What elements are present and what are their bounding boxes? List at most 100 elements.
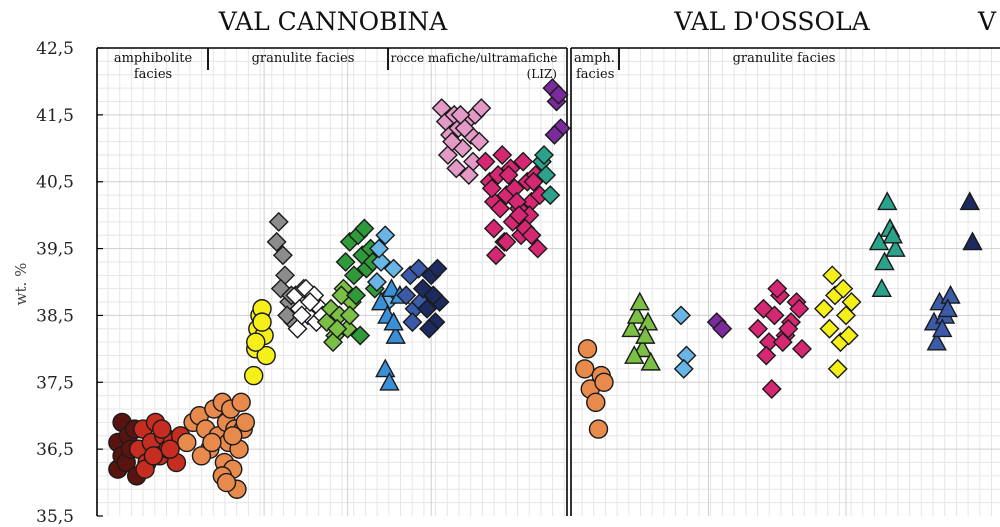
data-point-0-10-3 — [408, 258, 429, 279]
data-point-1-0-4 — [577, 339, 598, 359]
data-point-0-9-5 — [375, 358, 396, 378]
facies-label-amph-2: facies — [576, 67, 614, 82]
y-tick-label: 42,5 — [36, 39, 74, 59]
data-point-0-10-0 — [396, 285, 417, 306]
data-point-0-7-9 — [354, 218, 375, 239]
data-point-0-13-29 — [521, 225, 542, 246]
data-point-0-4-7 — [266, 231, 287, 252]
data-point-0-7-0 — [335, 251, 356, 272]
data-point-0-1-12 — [143, 446, 164, 466]
data-point-0-5-11 — [291, 305, 312, 326]
y-axis-label: wt. % — [12, 263, 30, 306]
data-point-0-13-0 — [475, 151, 496, 172]
panel-title-val-dossola: VAL D'OSSOLA — [673, 7, 870, 36]
data-point-1-5-7 — [833, 278, 854, 299]
data-point-1-6-4 — [871, 278, 892, 298]
data-point-1-0-2 — [586, 392, 606, 413]
data-point-1-6-1 — [874, 251, 895, 271]
data-point-0-2-16 — [231, 392, 251, 413]
facies-label-amphibolite: amphibolite — [114, 51, 193, 66]
data-point-0-11-5 — [419, 318, 440, 339]
facies-label-amph: amph. — [574, 51, 615, 66]
data-point-0-9-7 — [379, 371, 400, 391]
data-point-1-4-10 — [767, 278, 788, 299]
data-point-1-5-1 — [819, 318, 840, 339]
data-point-1-1-4 — [624, 345, 645, 364]
data-point-1-6-3 — [885, 238, 906, 257]
y-tick-label: 39,5 — [36, 240, 74, 260]
data-point-0-11-1 — [417, 298, 438, 319]
data-point-0-7-2 — [343, 265, 364, 286]
data-point-0-2-23 — [216, 472, 237, 493]
data-point-0-12-12 — [454, 118, 475, 139]
data-point-1-4-9 — [756, 345, 777, 366]
data-point-0-14-2 — [540, 185, 561, 206]
data-point-1-5-6 — [822, 265, 843, 286]
data-point-0-12-11 — [446, 158, 467, 179]
data-point-0-12-15 — [442, 131, 463, 152]
facies-label-amphibolite-2: facies — [134, 67, 172, 82]
data-point-1-1-1 — [626, 304, 648, 324]
data-point-0-3-6 — [256, 345, 276, 366]
data-point-0-3-8 — [252, 312, 272, 332]
data-point-0-6-9 — [339, 305, 360, 326]
data-point-1-5-8 — [827, 358, 848, 379]
data-point-0-8-5 — [369, 238, 389, 259]
data-point-1-5-0 — [814, 298, 834, 319]
data-point-0-4-0 — [268, 211, 289, 232]
data-point-0-3-0 — [243, 365, 264, 386]
data-point-0-15-4 — [548, 84, 569, 105]
facies-label-granulite: granulite facies — [252, 51, 355, 66]
data-point-0-3-7 — [246, 332, 266, 352]
data-point-0-5-12 — [300, 292, 321, 313]
data-point-0-1-14 — [160, 439, 180, 459]
marker-layer — [108, 78, 983, 499]
data-point-0-13-22 — [498, 165, 519, 186]
data-point-0-13-21 — [490, 198, 511, 219]
data-point-0-7-11 — [350, 325, 371, 346]
data-point-0-15-3 — [544, 124, 565, 145]
data-point-1-1-0 — [621, 318, 642, 338]
y-tick-label: 40,5 — [36, 173, 74, 193]
data-point-0-12-17 — [458, 165, 479, 186]
data-point-1-4-8 — [792, 338, 812, 359]
data-point-0-4-6 — [277, 305, 298, 326]
data-point-0-13-4 — [492, 144, 513, 165]
panel-title-val-cannobina: VAL CANNOBINA — [218, 7, 449, 36]
y-tick-label: 37,5 — [36, 373, 74, 393]
data-point-0-2-0 — [177, 432, 197, 453]
data-point-1-6-6 — [877, 191, 898, 211]
y-tick-label: 38,5 — [36, 306, 74, 326]
data-point-0-9-0 — [370, 291, 392, 311]
data-point-0-8-1 — [371, 251, 392, 272]
data-point-0-13-20 — [481, 178, 502, 199]
data-point-1-2-2 — [673, 358, 694, 379]
data-point-1-4-3 — [764, 305, 785, 326]
data-point-1-8-1 — [962, 231, 983, 251]
data-point-1-1-7 — [640, 351, 661, 371]
data-point-0-13-14 — [485, 245, 506, 266]
data-point-1-0-0 — [575, 359, 595, 379]
data-point-0-14-3 — [534, 144, 555, 165]
data-point-1-7-6 — [932, 318, 953, 338]
y-tick-label: 35,5 — [36, 507, 74, 527]
data-point-1-2-0 — [671, 305, 691, 326]
data-point-1-4-0 — [748, 318, 768, 339]
data-point-0-1-13 — [152, 419, 172, 439]
data-point-0-13-9 — [513, 151, 534, 172]
data-point-1-1-3 — [637, 311, 659, 331]
data-point-1-6-5 — [882, 224, 903, 244]
data-point-1-7-3 — [940, 284, 961, 304]
data-point-1-0-6 — [594, 372, 614, 392]
data-point-0-14-1 — [536, 165, 557, 186]
data-point-0-12-9 — [469, 131, 490, 152]
facies-label-mafiche: rocce mafiche/ultramafiche — [391, 51, 558, 65]
data-point-0-13-19 — [527, 238, 548, 259]
data-point-0-2-22 — [235, 412, 256, 433]
data-point-0-9-6 — [383, 311, 404, 331]
data-point-1-7-5 — [937, 298, 958, 318]
data-point-0-13-28 — [508, 205, 529, 226]
facies-label-liz: (LIZ) — [527, 67, 557, 81]
data-point-1-8-0 — [959, 191, 980, 211]
